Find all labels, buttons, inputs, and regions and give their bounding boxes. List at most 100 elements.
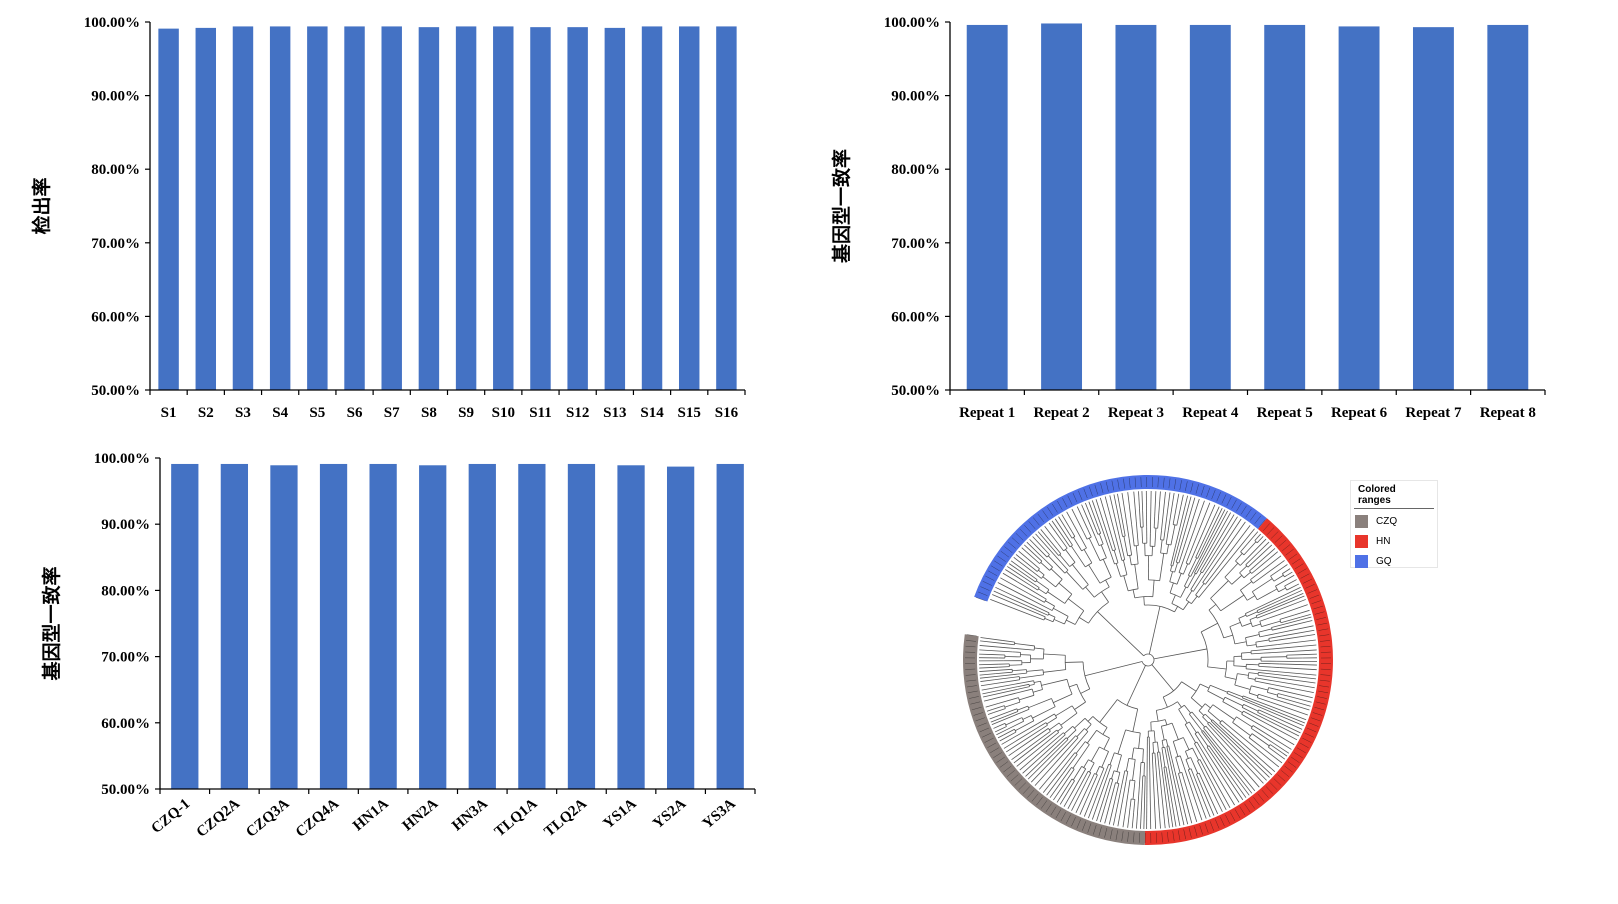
tree-branch [1045, 526, 1058, 543]
tree-branch [1185, 751, 1188, 758]
tree-branch [1153, 580, 1154, 597]
tree-branch [1177, 494, 1179, 503]
tree-branch [1051, 569, 1062, 579]
tree-branch [1019, 675, 1043, 678]
tree-branch [1240, 582, 1251, 591]
tree-legend: Colored ranges CZQ HN GQ [1350, 480, 1438, 568]
tree-branch [993, 706, 1005, 710]
tree-branch [1049, 723, 1059, 730]
tree-branch [979, 664, 999, 665]
tree-branch [1249, 560, 1262, 571]
bar [419, 27, 439, 390]
bar [679, 26, 699, 390]
tree-branch [1132, 524, 1135, 546]
tree-branch [1041, 562, 1050, 570]
tree-branch [1259, 536, 1263, 540]
tree-branch [1247, 596, 1255, 601]
y-axis-label: 检出率 [30, 177, 53, 234]
x-tick-label: TLQ2A [541, 796, 590, 841]
tree-branch [1109, 765, 1111, 772]
y-tick-label: 90.00% [101, 517, 150, 533]
tree-branch [1058, 543, 1064, 551]
tree-branch [1225, 563, 1238, 577]
x-tick-label: S15 [678, 405, 701, 421]
tree-branch [1165, 720, 1167, 725]
tree-branch [1179, 556, 1181, 563]
tree-branch [1257, 534, 1261, 538]
tree-branch [1282, 572, 1285, 574]
tree-branch [1162, 740, 1163, 747]
tree-branch [1100, 700, 1118, 723]
x-tick-label: CZQ-1 [149, 796, 194, 837]
x-tick-label: S11 [529, 405, 552, 421]
tree-branch [1082, 732, 1088, 739]
tree-branch [1002, 724, 1038, 745]
tree-branch [980, 680, 994, 682]
tree-branch [1074, 526, 1086, 548]
tree-branch [1069, 533, 1072, 538]
tree-branch [1245, 635, 1259, 638]
tree-branch [1096, 499, 1110, 543]
tree-branch [1036, 581, 1049, 590]
tree-branch [1053, 694, 1072, 702]
tree-branch [998, 667, 1009, 668]
tree-branch [979, 650, 1012, 652]
tree-branch [1084, 549, 1092, 562]
tree-branch [1161, 530, 1162, 539]
phylogenetic-tree-panel: Colored ranges CZQ HN GQ [960, 470, 1460, 890]
y-axis-label: 基因型一致率 [40, 566, 63, 681]
tree-branch [1096, 766, 1100, 774]
tree-branch [1172, 595, 1176, 603]
tree-legend-item: CZQ [1355, 515, 1433, 528]
tree-branch [1253, 725, 1266, 733]
tree-branch [1032, 707, 1055, 718]
x-tick-label: S12 [566, 405, 589, 421]
tree-branch [1004, 728, 1037, 748]
tree-branch [1246, 664, 1259, 665]
x-tick-label: TLQ1A [492, 796, 541, 841]
x-tick-label: Repeat 5 [1257, 405, 1313, 421]
tree-branch [1064, 787, 1076, 807]
x-tick-label: Repeat 7 [1405, 405, 1462, 421]
tree-branch [1068, 599, 1084, 611]
tree-branch [1166, 740, 1168, 747]
tree-branch [1035, 759, 1059, 786]
tree-branch [1075, 702, 1086, 709]
tree-branch [979, 670, 995, 671]
tree-branch [1160, 752, 1162, 767]
tree-branch [1133, 590, 1135, 598]
tree-branch [1175, 606, 1178, 612]
tree-branch [1259, 629, 1272, 632]
tree-branch [1208, 691, 1224, 699]
bar [605, 28, 625, 390]
tree-branch [1176, 757, 1180, 773]
tree-branch [1178, 773, 1181, 786]
tree-branch [1038, 570, 1044, 575]
x-tick-label: HN2A [400, 796, 442, 835]
tree-branch [1092, 500, 1110, 551]
tree-branch [995, 669, 1012, 670]
tree-branch [998, 735, 1003, 738]
tree-branch [1250, 617, 1257, 620]
tree-branch [1163, 697, 1167, 707]
tree-branch [1017, 687, 1029, 690]
legend-swatch-czq [1355, 515, 1368, 528]
tree-branch [1210, 581, 1228, 599]
tree-branch [1089, 538, 1100, 561]
tree-branch [1079, 617, 1088, 623]
bar [967, 25, 1008, 390]
tree-branch [1255, 681, 1280, 686]
y-tick-label: 100.00% [94, 451, 150, 467]
tree-branch [1129, 538, 1132, 555]
tree-branch [1181, 495, 1184, 507]
tree-branch [1112, 771, 1115, 779]
bar [369, 464, 396, 789]
tree-branch [1000, 738, 1005, 741]
tree-branch [1166, 531, 1168, 544]
tree-branch [1287, 575, 1294, 579]
tree-branch [1157, 742, 1158, 752]
x-tick-label: Repeat 2 [1033, 405, 1089, 421]
tree-branch [1006, 718, 1022, 725]
x-tick-label: Repeat 3 [1108, 405, 1164, 421]
tree-branch [1010, 709, 1017, 712]
